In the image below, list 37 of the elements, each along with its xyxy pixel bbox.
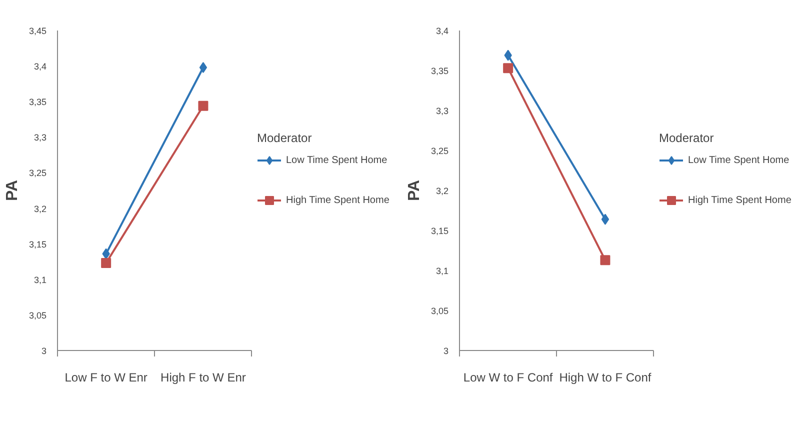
y-tick-label: 3,2	[34, 204, 47, 214]
y-axis-title: PA	[406, 180, 423, 202]
legend-label: High Time Spent Home	[286, 194, 390, 206]
y-tick-label: 3,15	[430, 226, 449, 236]
y-tick-label: 3,3	[34, 132, 47, 143]
x-tick-label: Low W to F Conf	[463, 370, 554, 384]
y-tick-label: 3,35	[430, 66, 449, 76]
y-tick-label: 3,35	[28, 97, 47, 108]
point	[101, 258, 112, 268]
point	[198, 100, 208, 111]
legend-title: Moderator	[257, 131, 313, 145]
point	[600, 255, 610, 266]
y-tick-label: 3,2	[436, 186, 449, 196]
y-tick-label: 3,4	[34, 62, 47, 72]
point	[199, 62, 208, 73]
y-tick-label: 3,1	[436, 266, 449, 276]
legend-label: Low Time Spent Home	[286, 154, 388, 166]
y-tick-label: 3,4	[436, 26, 449, 36]
y-axis-title: PA	[4, 180, 21, 202]
x-tick-label: High F to W Enr	[160, 370, 246, 384]
legend-title: Moderator	[659, 131, 715, 145]
y-tick-label: 3	[443, 346, 449, 356]
y-tick-label: 3,3	[436, 106, 449, 116]
y-tick-label: 3,1	[34, 274, 47, 285]
legend-label: Low Time Spent Home	[688, 154, 790, 166]
x-tick-label: High W to F Conf	[559, 370, 652, 384]
x-tick-label: Low F to W Enr	[64, 370, 148, 384]
y-tick-label: 3,15	[28, 239, 47, 250]
y-tick-label: 3,05	[28, 310, 47, 320]
y-tick-label: 3,05	[430, 306, 449, 316]
point	[601, 214, 610, 225]
y-tick-label: 3,25	[28, 168, 47, 178]
y-tick-label: 3,25	[430, 146, 449, 156]
y-tick-label: 3	[41, 346, 47, 356]
legend-label: High Time Spent Home	[688, 194, 792, 206]
point	[503, 63, 514, 74]
y-tick-label: 3,45	[28, 26, 47, 36]
